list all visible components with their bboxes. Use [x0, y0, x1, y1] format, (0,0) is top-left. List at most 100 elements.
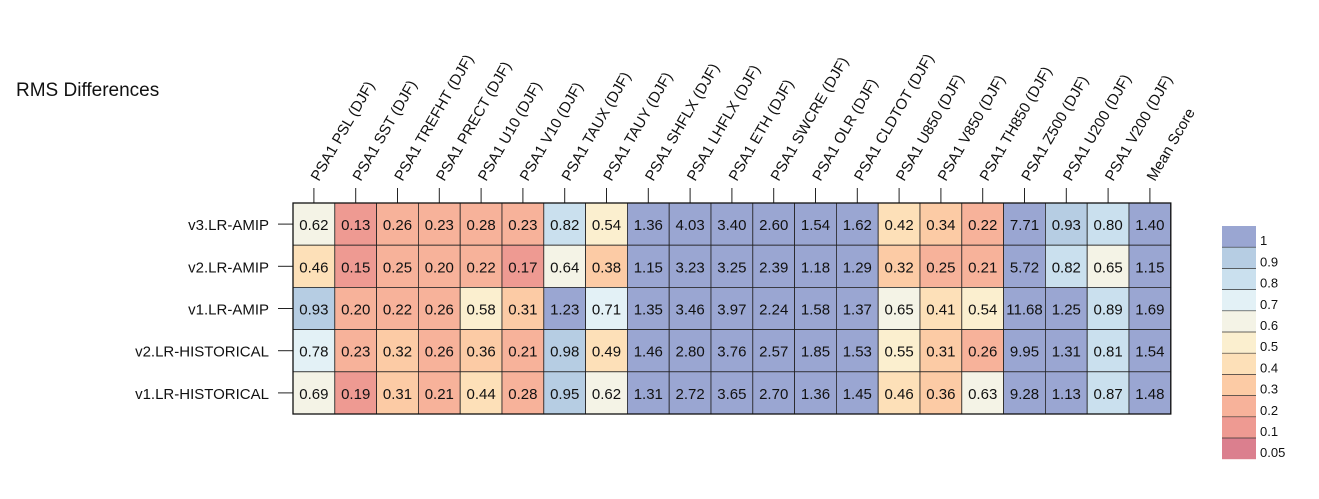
- cell-value-label: 0.13: [341, 217, 370, 234]
- heatmap-cell: [919, 329, 963, 373]
- colorbar-swatch: [1222, 353, 1256, 375]
- colorbar-swatch: [1222, 247, 1256, 269]
- heatmap-cell: [919, 286, 963, 330]
- cell-value-label: 7.71: [1010, 217, 1039, 234]
- heatmap-cell: [877, 244, 921, 288]
- heatmap-cell: [1086, 329, 1130, 373]
- cell-value-label: 0.26: [383, 217, 412, 234]
- cell-value-label: 3.46: [675, 302, 704, 319]
- cell-value-label: 0.46: [299, 259, 328, 276]
- heatmap-cell: [836, 202, 879, 246]
- cell-value-label: 0.71: [592, 302, 621, 319]
- cell-value-label: 9.28: [1010, 386, 1039, 403]
- heatmap-border: [292, 202, 1172, 415]
- cell-value-label: 1.85: [801, 344, 830, 361]
- heatmap-cell: [877, 371, 921, 415]
- cell-value-label: 1.29: [843, 259, 872, 276]
- cell-value-label: 0.78: [299, 344, 328, 361]
- heatmap-cell: [585, 244, 628, 288]
- cell-value-label: 0.54: [592, 217, 621, 234]
- heatmap-cell: [1128, 371, 1172, 415]
- cell-value-label: 0.23: [341, 344, 370, 361]
- cell-value-label: 3.76: [717, 344, 746, 361]
- heatmap-cell: [459, 202, 503, 246]
- column-label: PSA1 CLDTOT (DJF): [851, 51, 938, 184]
- heatmap-cell: [334, 329, 377, 373]
- heatmap-cell: [919, 371, 963, 415]
- cell-value-label: 1.48: [1135, 386, 1164, 403]
- cell-value-label: 1.45: [843, 386, 872, 403]
- colorbar-swatch: [1222, 226, 1256, 248]
- cell-value-label: 2.24: [759, 302, 788, 319]
- heatmap-cell: [585, 286, 628, 330]
- heatmap-cell: [501, 371, 545, 415]
- heatmap-cell: [417, 371, 461, 415]
- column-label: PSA1 SWCRE (DJF): [767, 54, 852, 184]
- heatmap-cell: [543, 202, 586, 246]
- cell-value-label: 0.23: [425, 217, 454, 234]
- heatmap-cell: [961, 244, 1004, 288]
- colorbar-swatch: [1222, 268, 1256, 290]
- cell-value-label: 0.34: [926, 217, 955, 234]
- cell-value-label: 1.36: [801, 386, 830, 403]
- colorbar-tick-label: 0.2: [1260, 403, 1278, 418]
- colorbar-tick-label: 0.4: [1260, 360, 1278, 375]
- cell-value-label: 0.82: [1052, 259, 1081, 276]
- colorbar-swatch: [1222, 289, 1256, 311]
- cell-value-label: 0.22: [968, 217, 997, 234]
- heatmap-cell: [919, 244, 963, 288]
- cell-value-label: 0.26: [425, 302, 454, 319]
- cell-value-label: 2.72: [675, 386, 704, 403]
- heatmap-cell: [334, 244, 377, 288]
- heatmap-cell: [668, 286, 712, 330]
- heatmap-cell: [1003, 202, 1046, 246]
- cell-value-label: 0.31: [926, 344, 955, 361]
- cell-value-label: 0.20: [425, 259, 454, 276]
- column-label: PSA1 SHFLX (DJF): [642, 61, 723, 184]
- heatmap-cell: [627, 202, 670, 246]
- cell-value-label: 0.41: [926, 302, 955, 319]
- cell-value-label: 0.15: [341, 259, 370, 276]
- heatmap-cell: [877, 329, 921, 373]
- cell-value-label: 1.54: [801, 217, 830, 234]
- colorbar: 1 0.9 0.8 0.7 0.6 0.5 0.4 0.3 0.2 0.1 0.05: [1222, 226, 1285, 460]
- colorbar-tick-label: 0.8: [1260, 276, 1278, 291]
- cell-value-label: 0.80: [1093, 217, 1122, 234]
- cell-value-label: 0.22: [466, 259, 495, 276]
- row-label: v2.LR-AMIP: [188, 259, 269, 276]
- heatmap-cell: [1128, 286, 1172, 330]
- cell-value-label: 0.21: [968, 259, 997, 276]
- row-label: v1.LR-HISTORICAL: [135, 386, 269, 403]
- colorbar-tick-label: 0.9: [1260, 254, 1278, 269]
- cell-value-label: 3.40: [717, 217, 746, 234]
- cell-value-label: 2.70: [759, 386, 788, 403]
- cell-value-label: 11.68: [1006, 302, 1042, 319]
- heatmap-cells: 0.62 0.13 0.26 0.23 0.28 0.23 0.82 0.54 1.36 4.03…: [292, 202, 1172, 415]
- cell-value-label: 0.95: [550, 386, 579, 403]
- cell-value-label: 0.69: [299, 386, 328, 403]
- heatmap-cell: [1086, 286, 1130, 330]
- cell-value-label: 0.23: [508, 217, 537, 234]
- cell-value-label: 0.31: [508, 302, 537, 319]
- colorbar-tick-label: 0.05: [1260, 445, 1285, 460]
- colorbar-swatch: [1222, 438, 1256, 460]
- heatmap-cell: [961, 329, 1004, 373]
- heatmap-cell: [752, 371, 795, 415]
- cell-value-label: 0.42: [884, 217, 913, 234]
- heatmap-cell: [752, 286, 795, 330]
- heatmap-cell: [668, 244, 712, 288]
- cell-value-label: 0.93: [1052, 217, 1081, 234]
- column-label: PSA1 PRECT (DJF): [433, 59, 515, 184]
- cell-value-label: 0.98: [550, 344, 579, 361]
- colorbar-swatch: [1222, 395, 1256, 417]
- cell-value-label: 0.21: [508, 344, 537, 361]
- heatmap-cell: [292, 202, 336, 246]
- heatmap-cell: [1128, 202, 1172, 246]
- cell-value-label: 1.35: [634, 302, 663, 319]
- cell-value-label: 0.55: [884, 344, 913, 361]
- heatmap-cell: [752, 329, 795, 373]
- colorbar-tick-label: 0.3: [1260, 382, 1278, 397]
- cell-value-label: 0.38: [592, 259, 621, 276]
- cell-value-label: 2.80: [675, 344, 704, 361]
- cell-value-label: 0.65: [884, 302, 913, 319]
